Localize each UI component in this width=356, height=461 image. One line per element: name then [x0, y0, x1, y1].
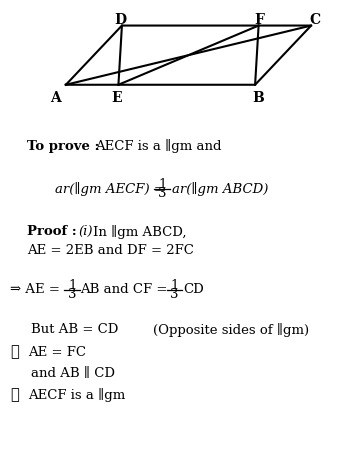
Text: C: C	[310, 13, 321, 27]
Text: AE = FC: AE = FC	[28, 346, 86, 359]
Text: AB and CF =: AB and CF =	[80, 283, 172, 296]
Text: Proof :: Proof :	[27, 225, 77, 238]
Text: 1: 1	[158, 178, 166, 191]
Text: 3: 3	[170, 288, 179, 301]
Text: and AB ∥ CD: and AB ∥ CD	[31, 367, 115, 380]
Text: ∴: ∴	[10, 346, 19, 360]
Text: But AB = CD: But AB = CD	[31, 323, 118, 336]
Text: ar(∥gm ABCD): ar(∥gm ABCD)	[172, 182, 268, 195]
Text: ar(∥gm AECF) =: ar(∥gm AECF) =	[55, 182, 169, 195]
Text: (i): (i)	[78, 225, 93, 238]
Text: A: A	[50, 90, 61, 105]
Text: D: D	[114, 13, 126, 27]
Text: 1: 1	[68, 279, 76, 292]
Text: F: F	[255, 13, 264, 27]
Text: ∴: ∴	[10, 388, 19, 402]
Text: AE = 2EB and DF = 2FC: AE = 2EB and DF = 2FC	[27, 244, 194, 258]
Text: 1: 1	[170, 279, 179, 292]
Text: 3: 3	[68, 288, 77, 301]
Text: AECF is a ∥gm: AECF is a ∥gm	[28, 388, 125, 402]
Text: ⇒ AE =: ⇒ AE =	[10, 283, 64, 296]
Text: To prove :: To prove :	[27, 140, 100, 153]
Text: In ∥gm ABCD,: In ∥gm ABCD,	[93, 225, 187, 239]
Text: B: B	[252, 90, 264, 105]
Text: 3: 3	[158, 187, 167, 200]
Text: CD: CD	[183, 283, 204, 296]
Text: (Opposite sides of ∥gm): (Opposite sides of ∥gm)	[153, 323, 310, 337]
Text: AECF is a ∥gm and: AECF is a ∥gm and	[95, 139, 221, 153]
Text: E: E	[111, 90, 122, 105]
